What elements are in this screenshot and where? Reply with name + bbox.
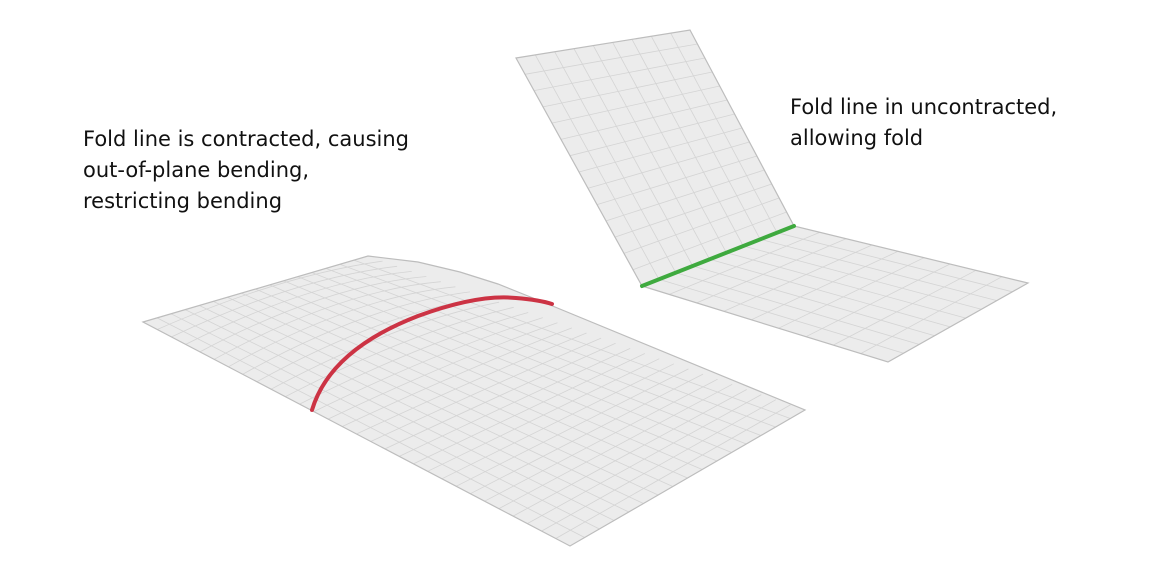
grid-line — [413, 353, 645, 465]
grid-line — [658, 278, 904, 354]
grid-line — [692, 265, 935, 337]
grid-line — [297, 276, 732, 453]
grid-line — [227, 296, 659, 496]
grid-line — [325, 268, 762, 436]
grid-line — [524, 43, 698, 75]
grid-line — [311, 272, 747, 445]
grid-line — [455, 368, 689, 487]
grid-line — [370, 337, 602, 442]
raised-panel-surface — [516, 30, 794, 286]
grid-line — [527, 394, 762, 524]
grid-line — [723, 244, 873, 312]
grid-line — [327, 322, 558, 420]
grid-line — [441, 363, 675, 480]
grid-line — [833, 269, 977, 346]
grid-line — [614, 183, 772, 238]
grid-line — [512, 389, 747, 517]
contracted-fold-line — [310, 295, 554, 412]
grid-line — [560, 99, 728, 140]
grid-line — [623, 197, 780, 254]
base-panel-grid — [658, 231, 1013, 354]
grid-line — [470, 373, 704, 495]
grid-line — [157, 260, 383, 330]
grid-line — [587, 141, 750, 189]
grid-line — [555, 404, 791, 539]
grid-line — [353, 259, 791, 419]
grid-line — [696, 238, 847, 304]
grid-line — [356, 332, 587, 435]
grid-line — [578, 127, 743, 173]
grid-line — [596, 155, 758, 205]
grid-line — [632, 211, 787, 271]
grid-line — [213, 301, 644, 504]
grid-line — [185, 271, 412, 345]
grid-line — [726, 252, 966, 319]
uncontracted-fold-line — [640, 224, 796, 288]
grid-line — [860, 276, 1003, 354]
grid-line — [228, 286, 456, 368]
contracted-caption-line-3: restricting bending — [83, 189, 283, 213]
uncontracted-caption: Fold line in uncontracted, allowing fold — [790, 92, 1057, 154]
grid-line — [339, 263, 776, 428]
grid-line — [605, 169, 765, 222]
contracted-caption: Fold line is contracted, causing out-of-… — [83, 124, 409, 217]
grid-line — [313, 317, 543, 412]
grid-line — [805, 263, 951, 338]
grid-line — [569, 113, 735, 157]
grid-line — [542, 71, 713, 108]
uncontracted-caption-line-1: Fold line in uncontracted, — [790, 95, 1058, 119]
curved-sheet — [141, 255, 807, 547]
folded-sheet — [515, 29, 1030, 363]
grid-line — [269, 284, 703, 470]
grid-line — [270, 301, 500, 390]
grid-line — [743, 245, 982, 310]
grid-line — [551, 85, 720, 124]
grid-line — [778, 257, 925, 329]
grid-line — [709, 258, 951, 328]
grid-line — [199, 276, 427, 353]
curved-sheet-outline — [141, 255, 807, 547]
grid-line — [185, 309, 615, 521]
grid-line — [399, 348, 631, 457]
curved-sheet-surface — [143, 256, 805, 546]
grid-line — [199, 305, 629, 513]
grid-line — [498, 383, 733, 510]
uncontracted-caption-line-2: allowing fold — [790, 126, 924, 150]
grid-line — [777, 232, 1013, 293]
grid-line — [242, 291, 471, 375]
grid-line — [669, 231, 821, 295]
contracted-caption-line-2: out-of-plane bending, — [83, 158, 310, 182]
grid-line — [427, 358, 660, 472]
grid-line — [384, 342, 616, 450]
grid-line — [484, 378, 718, 502]
grid-line — [675, 272, 920, 345]
grid-line — [255, 288, 688, 479]
grid-line — [156, 317, 585, 538]
grid-line — [760, 238, 998, 301]
grid-line — [299, 312, 529, 405]
curved-sheet-grid — [156, 259, 791, 539]
grid-line — [283, 280, 718, 462]
grid-line — [751, 250, 899, 321]
grid-line — [541, 399, 777, 532]
grid-line — [170, 313, 600, 530]
contracted-caption-line-1: Fold line is contracted, causing — [83, 127, 410, 151]
grid-line — [241, 292, 673, 487]
grid-line — [285, 306, 514, 398]
grid-line — [171, 265, 398, 338]
grid-line — [533, 57, 705, 91]
grid-line — [214, 281, 441, 360]
raised-panel-grid — [524, 32, 787, 280]
grid-line — [342, 327, 573, 427]
